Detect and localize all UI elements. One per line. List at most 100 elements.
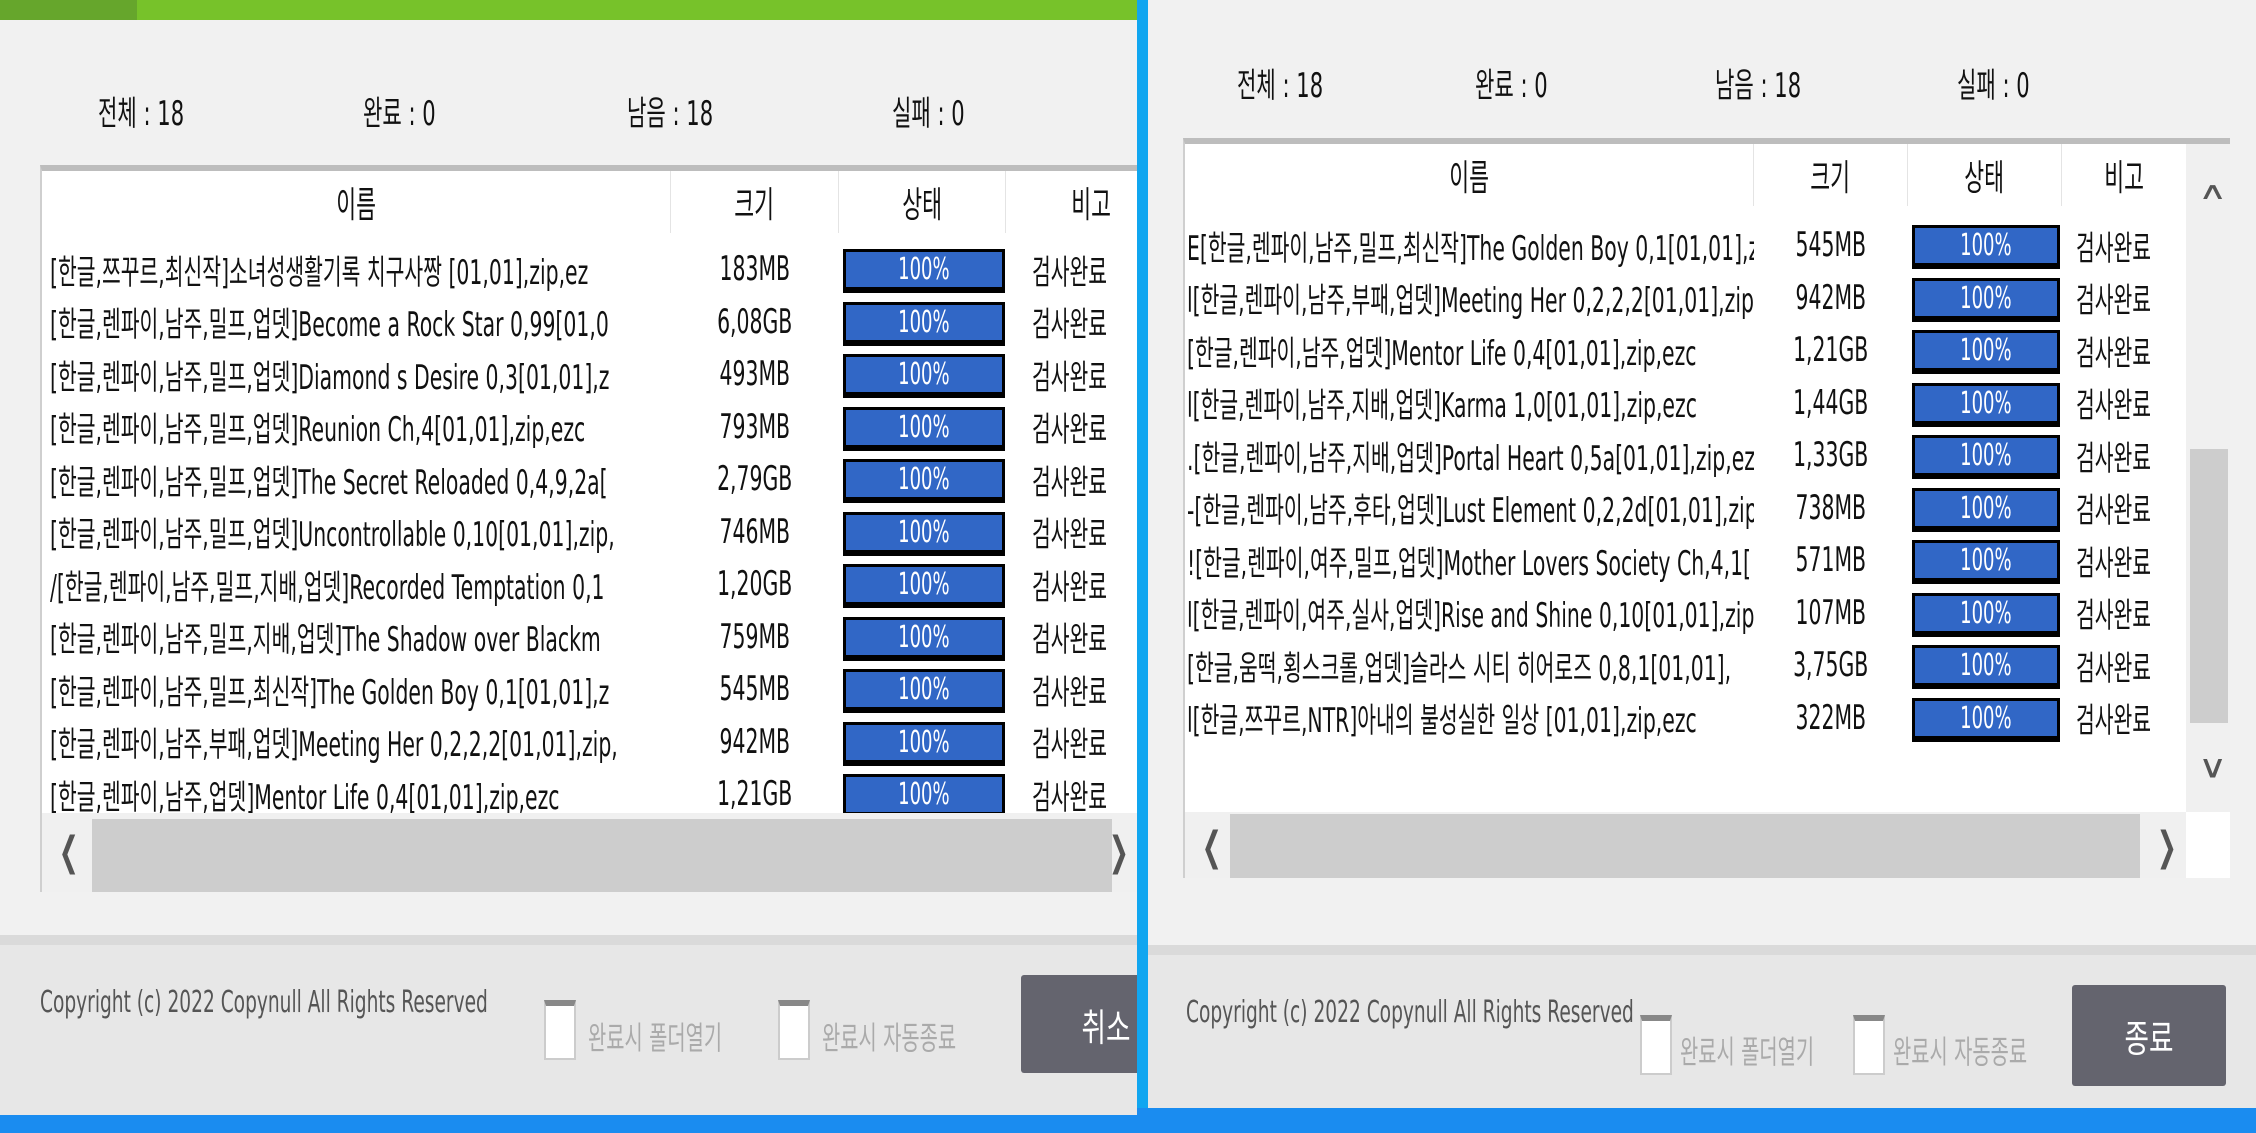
table-row[interactable]: [한글,렌파이,남주,업뎃]Mentor Life 0,4[01,01],zip…: [1185, 324, 2230, 376]
file-name: E[한글,렌파이,남주,밀프,최신작]The Golden Boy 0,1[01…: [1187, 219, 1754, 271]
table-row[interactable]: [한글,렌파이,남주,밀프,업뎃]Become a Rock Star 0,99…: [42, 296, 1137, 348]
table-row[interactable]: l[한글,쯔꾸르,NTR]아내의 불성실한 일상 [01,01],zip,ezc…: [1185, 692, 2230, 744]
close-button[interactable]: 종료: [2072, 985, 2226, 1086]
note: 검사완료: [1006, 243, 1137, 295]
table-row[interactable]: [한글,렌파이,남주,밀프,업뎃]Uncontrollable 0,10[01,…: [42, 506, 1137, 558]
scroll-up-icon[interactable]: ∧: [2198, 177, 2228, 205]
open-folder-checkbox[interactable]: [1640, 1015, 1672, 1075]
file-size: 6,08GB: [671, 296, 839, 348]
header-size[interactable]: 크기: [671, 171, 839, 233]
open-folder-checkbox[interactable]: [544, 1000, 576, 1060]
file-size-text: 793MB: [719, 406, 791, 447]
file-size-text: 1,21GB: [717, 774, 793, 814]
scroll-left-icon[interactable]: ❮: [1201, 824, 1222, 870]
file-name: [한글,렌파이,남주,밀프,업뎃]Uncontrollable 0,10[01,…: [50, 506, 671, 558]
file-name: l[한글,렌파이,남주,부패,업뎃]Meeting Her 0,2,2,2[01…: [1187, 272, 1754, 324]
scrollbar-thumb[interactable]: [2190, 449, 2228, 723]
table-row[interactable]: [한글,렌파이,남주,업뎃]Mentor Life 0,4[01,01],zip…: [42, 768, 1137, 820]
table-row[interactable]: /[한글,렌파이,남주,밀프,지배,업뎃]Recorded Temptation…: [42, 558, 1137, 610]
status-cell: 100%: [1908, 587, 2062, 639]
scrollbar-thumb[interactable]: [1230, 814, 2140, 878]
note: 검사완료: [1006, 716, 1137, 768]
progress-bar: 100%: [1912, 697, 2060, 742]
auto-close-label: 완료시 자동종료: [822, 1019, 957, 1057]
header-label: 비고: [1071, 185, 1111, 226]
copyright: Copyright (c) 2022 Copynull All Rights R…: [1186, 995, 1634, 1030]
progress-bar: 100%: [1912, 277, 2060, 322]
file-size-text: 942MB: [719, 721, 791, 762]
table-row[interactable]: [한글,렌파이,남주,부패,업뎃]Meeting Her 0,2,2,2[01,…: [42, 716, 1137, 768]
auto-close-checkbox[interactable]: [1853, 1015, 1885, 1075]
auto-close-checkbox[interactable]: [778, 1000, 810, 1060]
status-cell: 100%: [1908, 534, 2062, 586]
table-row[interactable]: [한글,쯔꾸르,최신작]소녀성생활기록 치구사짱 [01,01],zip,ez 1…: [42, 243, 1137, 295]
table-row[interactable]: E[한글,렌파이,남주,밀프,최신작]The Golden Boy 0,1[01…: [1185, 219, 2230, 271]
table-row[interactable]: [한글,렌파이,남주,밀프,업뎃]Reunion Ch,4[01,01],zip…: [42, 401, 1137, 453]
note-text: 검사완료: [2076, 596, 2152, 636]
progress-bar: 100%: [843, 616, 1005, 661]
scroll-right-icon[interactable]: ❯: [2156, 824, 2177, 870]
table-row[interactable]: [한글,렌파이,남주,밀프,업뎃]The Secret Reloaded 0,4…: [42, 453, 1137, 505]
horizontal-scrollbar[interactable]: ❮ ❯: [42, 813, 1137, 892]
file-name: [한글,렌파이,남주,밀프,업뎃]Become a Rock Star 0,99…: [50, 296, 671, 348]
file-size: 1,21GB: [671, 768, 839, 820]
horizontal-scrollbar[interactable]: ❮ ❯: [1185, 812, 2186, 878]
scroll-left-icon[interactable]: ❮: [58, 829, 79, 875]
header-status[interactable]: 상태: [1908, 144, 2062, 206]
progress-label: 100%: [1960, 490, 2012, 526]
table-row[interactable]: l[한글,렌파이,남주,부패,업뎃]Meeting Her 0,2,2,2[01…: [1185, 272, 2230, 324]
status-cell: 100%: [839, 296, 1006, 348]
header-note[interactable]: 비고: [1006, 171, 1137, 233]
table-row[interactable]: ![한글,렌파이,여주,밀프,업뎃]Mother Lovers Society …: [1185, 534, 2230, 586]
file-name-text: [한글,렌파이,남주,밀프,업뎃]The Secret Reloaded 0,4…: [50, 462, 608, 503]
scroll-right-icon[interactable]: ❯: [1108, 829, 1129, 875]
note-text: 검사완료: [1032, 252, 1108, 293]
progress-bar: 100%: [843, 249, 1005, 293]
header-name[interactable]: 이름: [42, 171, 671, 233]
table-row[interactable]: [한글,렌파이,남주,밀프,최신작]The Golden Boy 0,1[01,…: [42, 663, 1137, 715]
progress-label: 100%: [898, 672, 950, 707]
progress-label: 100%: [898, 724, 950, 760]
file-name: [한글,렌파이,남주,밀프,지배,업뎃]The Shadow over Blac…: [50, 611, 671, 663]
scroll-down-icon[interactable]: ∨: [2198, 748, 2228, 786]
progress-label: 100%: [898, 357, 950, 392]
note: 검사완료: [1006, 611, 1137, 663]
note: 검사완료: [2062, 272, 2186, 324]
header-label: 상태: [902, 185, 942, 226]
progress-label: 100%: [898, 567, 950, 602]
scrollbar-thumb[interactable]: [92, 819, 1112, 892]
status-cell: 100%: [839, 401, 1006, 453]
footer: Copyright (c) 2022 Copynull All Rights R…: [0, 935, 1137, 1115]
file-size-text: 183MB: [719, 249, 791, 289]
file-name-text: [한글,움떡,횡스크롤,업뎃]슬라스 시티 히어로즈 0,8,1[01,01],: [1187, 648, 1732, 689]
table-row[interactable]: l[한글,렌파이,여주,실사,업뎃]Rise and Shine 0,10[01…: [1185, 587, 2230, 639]
table-row[interactable]: -[한글,렌파이,남주,후타,업뎃]Lust Element 0,2,2d[01…: [1185, 482, 2230, 534]
vertical-scrollbar[interactable]: ∧ ∨: [2186, 144, 2230, 812]
table-row[interactable]: .[한글,렌파이,남주,지배,업뎃]Portal Heart 0,5a[01,0…: [1185, 429, 2230, 481]
file-size-text: 746MB: [719, 511, 791, 552]
table-row[interactable]: [한글,렌파이,남주,밀프,업뎃]Diamond s Desire 0,3[01…: [42, 348, 1137, 400]
title-bar[interactable]: [0, 0, 1137, 20]
header-note[interactable]: 비고: [2062, 144, 2186, 206]
table-row[interactable]: l[한글,렌파이,남주,지배,업뎃]Karma 1,0[01,01],zip,e…: [1185, 377, 2230, 429]
file-name: [한글,렌파이,남주,업뎃]Mentor Life 0,4[01,01],zip…: [50, 768, 671, 820]
file-size-text: 322MB: [1795, 697, 1867, 738]
file-name-text: l[한글,쯔꾸르,NTR]아내의 불성실한 일상 [01,01],zip,ezc: [1187, 701, 1697, 741]
file-size: 493MB: [671, 348, 839, 400]
table-row[interactable]: [한글,움떡,횡스크롤,업뎃]슬라스 시티 히어로즈 0,8,1[01,01],…: [1185, 639, 2230, 691]
table-row[interactable]: [한글,렌파이,남주,밀프,지배,업뎃]The Shadow over Blac…: [42, 611, 1137, 663]
header-status[interactable]: 상태: [839, 171, 1006, 233]
header-name[interactable]: 이름: [1185, 144, 1754, 206]
header-size[interactable]: 크기: [1754, 144, 1908, 206]
button-label: 취소: [1081, 1005, 1131, 1050]
cancel-button[interactable]: 취소: [1021, 975, 1137, 1073]
button-label: 종료: [2124, 1017, 2174, 1061]
file-size: 759MB: [671, 611, 839, 663]
progress-bar: 100%: [843, 459, 1005, 503]
file-name: ![한글,렌파이,여주,밀프,업뎃]Mother Lovers Society …: [1187, 534, 1754, 586]
progress-label: 100%: [898, 462, 950, 497]
file-size: 1,21GB: [1754, 324, 1908, 376]
file-size-text: 1,20GB: [717, 564, 793, 604]
file-size-text: 571MB: [1795, 540, 1867, 580]
file-name-text: /[한글,렌파이,남주,밀프,지배,업뎃]Recorded Temptation…: [50, 567, 605, 608]
